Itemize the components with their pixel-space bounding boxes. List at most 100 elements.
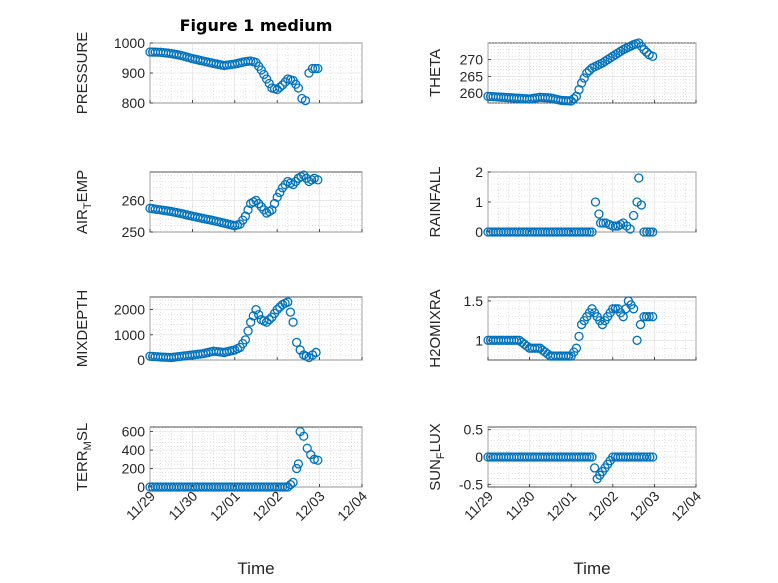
data-point [261, 317, 272, 327]
data-point [632, 335, 642, 345]
x-tick-label: 11/30 [502, 488, 538, 524]
y-tick-label: -0.5 [459, 476, 483, 492]
data-point [309, 454, 319, 464]
y-tick-label: 2 [475, 164, 483, 180]
data-point [256, 65, 266, 75]
data-point [251, 195, 261, 206]
data-point [625, 224, 635, 234]
data-point [639, 227, 649, 237]
data-point [313, 63, 323, 74]
y-tick-label: 400 [122, 442, 146, 458]
data-point [598, 218, 608, 228]
data-point [275, 187, 285, 198]
data-point [566, 96, 576, 106]
data-point [634, 173, 644, 183]
data-point [645, 452, 655, 462]
data-point [272, 192, 282, 202]
data-point [310, 63, 320, 74]
data-point [277, 80, 288, 90]
x-tick-label: 12/04 [334, 488, 370, 524]
data-point [277, 183, 288, 193]
y-tick-label: 0.5 [464, 422, 484, 438]
y-tick-label: 0 [137, 479, 145, 495]
y-tick-label: 600 [122, 424, 146, 440]
y-tick-label: 260 [460, 85, 484, 101]
x-tick-label: 12/02 [249, 488, 285, 524]
y-tick-label: 260 [122, 192, 146, 208]
y-axis-label: AIRTEMP [74, 170, 94, 234]
data-point [285, 307, 296, 317]
data-point [275, 82, 285, 92]
data-point [291, 176, 301, 187]
data-point [639, 45, 649, 55]
data-point [648, 51, 658, 61]
data-point [269, 198, 280, 209]
data-point [240, 335, 251, 345]
data-point [300, 95, 311, 106]
data-point [635, 319, 646, 330]
x-axis-label: Time [573, 559, 610, 578]
y-tick-label: 900 [122, 65, 146, 81]
data-point [571, 343, 582, 353]
data-point [291, 463, 302, 474]
y-axis-label: MIXDEPTH [74, 290, 91, 368]
data-point [594, 209, 604, 219]
y-tick-label: 200 [122, 461, 146, 477]
x-tick-label: 12/01 [543, 488, 579, 524]
x-tick-label: 11/29 [461, 488, 497, 524]
data-point [584, 227, 595, 237]
data-point [261, 74, 272, 84]
y-axis-label: RAINFALL [427, 167, 444, 238]
data-point [644, 312, 654, 322]
data-point [628, 304, 639, 314]
data-point [267, 205, 277, 215]
data-point [615, 46, 626, 56]
data-point [590, 197, 601, 207]
data-point [582, 227, 592, 237]
data-point [272, 304, 282, 315]
data-point [246, 317, 256, 327]
y-tick-label: 0 [137, 352, 145, 368]
x-tick-label: 12/03 [626, 488, 662, 524]
data-point [272, 84, 282, 95]
data-point [642, 227, 652, 237]
data-point [313, 455, 323, 465]
data-point [639, 452, 649, 462]
data-point [243, 326, 253, 336]
subplot-terr: 0 200 400 600 11/29 11/30 12/01 12/02 12/03 12/04… [74, 423, 370, 578]
plot-area [487, 296, 697, 361]
y-tick-label: 0 [475, 224, 483, 240]
data-point [587, 452, 597, 462]
subplot-h2omixra: 1 1.5 H2OMIXRA [427, 289, 697, 368]
data-point [299, 170, 309, 180]
data-point [642, 452, 652, 462]
data-point [253, 309, 264, 320]
data-point [259, 69, 269, 80]
data-point [608, 304, 618, 314]
data-point [248, 311, 259, 321]
data-point [285, 480, 296, 490]
y-tick-label: 265 [460, 68, 484, 84]
subplot-sun: -0.5 0 0.5 11/29 11/30 12/01 12/02 12/03 12/04 SU… [427, 422, 704, 578]
data-point [648, 452, 658, 462]
subplot-rainfall: 0 1 2 RAINFALL [427, 164, 697, 240]
data-point [288, 179, 298, 190]
data-point [641, 47, 652, 57]
chart-title: Figure 1 medium [180, 16, 333, 35]
data-point [264, 78, 274, 89]
y-tick-label: 250 [122, 224, 146, 240]
data-point [569, 94, 579, 104]
data-point [645, 227, 655, 237]
y-tick-label: 1.5 [464, 293, 484, 309]
subplot-pressure: 800 900 1000 PRESSURE Figure 1 medium [74, 16, 363, 114]
data-point [283, 482, 293, 492]
data-point [264, 315, 274, 325]
y-tick-label: 1000 [114, 327, 145, 343]
data-point [288, 477, 298, 488]
x-tick-label: 12/02 [585, 488, 621, 524]
data-point [576, 78, 587, 88]
x-tick-label: 12/03 [292, 488, 328, 524]
subplot-mixdepth: 0 1000 2000 MIXDEPTH [74, 290, 363, 368]
